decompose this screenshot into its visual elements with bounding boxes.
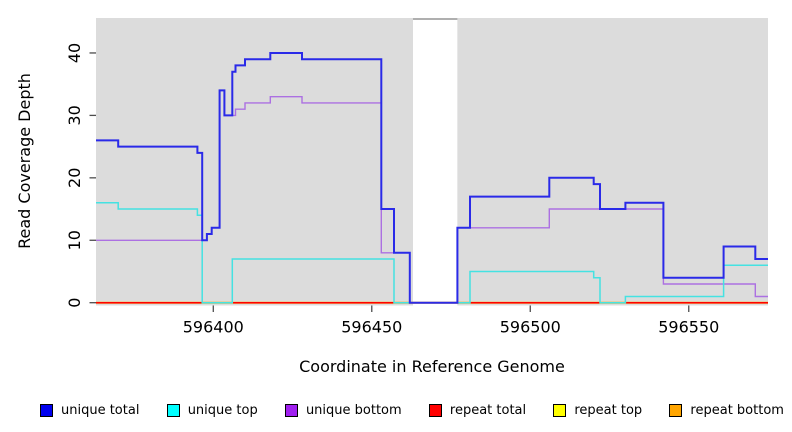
legend-swatch	[669, 403, 683, 417]
legend-item-unique-bottom: unique bottom	[284, 402, 402, 418]
y-tick-label: 30	[65, 105, 84, 125]
x-tick-label: 596450	[341, 318, 402, 337]
legend-swatch	[166, 403, 180, 417]
x-axis-title: Coordinate in Reference Genome	[299, 357, 565, 376]
chart-legend: unique total unique top unique bottom repea…	[40, 398, 784, 422]
legend-label: unique bottom	[305, 402, 402, 418]
legend-swatch	[40, 403, 53, 417]
x-tick-label: 596400	[183, 318, 244, 337]
legend-label: repeat total	[449, 402, 527, 418]
legend-swatch	[553, 403, 567, 417]
legend-label: repeat top	[574, 402, 643, 418]
legend-swatch	[428, 403, 442, 417]
legend-label: repeat bottom	[690, 402, 784, 418]
x-tick-label: 596550	[658, 318, 719, 337]
legend-label: unique top	[187, 402, 258, 418]
legend-swatch	[284, 403, 298, 417]
plot-layer: 596400 596450 596500 596550 0 10 20 30 40	[65, 18, 768, 337]
x-tick-label: 596500	[500, 318, 561, 337]
missing-data-gap	[412, 20, 458, 306]
y-tick-label: 10	[65, 230, 84, 250]
y-tick-label: 0	[65, 298, 84, 308]
legend-item-unique-top: unique top	[166, 402, 258, 418]
series-path-unique-total	[96, 52, 768, 304]
y-tick-label: 20	[65, 168, 84, 188]
y-axis-title: Read Coverage Depth	[15, 73, 34, 249]
legend-label: unique total	[61, 402, 140, 418]
legend-item-repeat-total: repeat total	[428, 402, 527, 418]
legend-item-unique-total: unique total	[40, 403, 139, 418]
y-tick-label: 40	[65, 43, 84, 63]
legend-item-repeat-bottom: repeat bottom	[669, 403, 784, 418]
legend-item-repeat-top: repeat top	[553, 403, 642, 418]
